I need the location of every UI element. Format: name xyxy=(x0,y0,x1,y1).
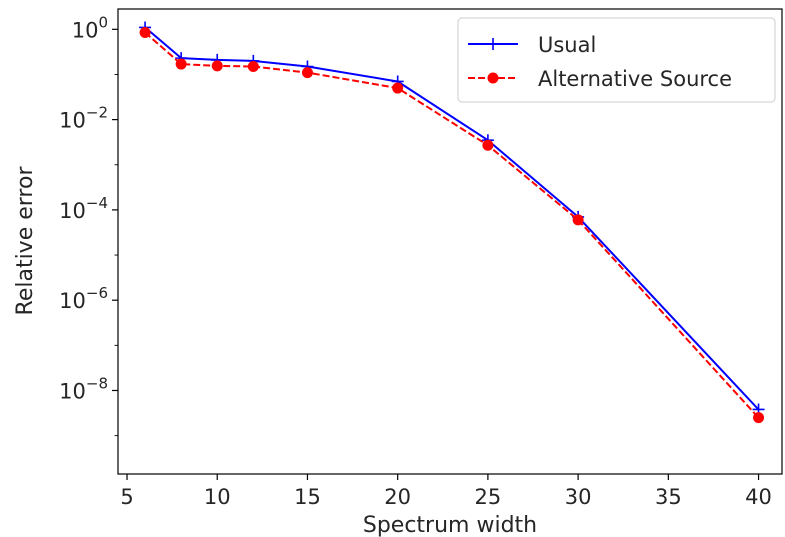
data-point-circle xyxy=(392,82,404,94)
data-point-circle xyxy=(572,214,584,226)
legend-usual-marker xyxy=(487,38,499,50)
x-axis-label: Spectrum width xyxy=(363,513,537,537)
data-series xyxy=(139,21,765,424)
y-tick-label: 10−6 xyxy=(59,284,108,313)
x-tick-label: 15 xyxy=(294,485,321,509)
legend-alt-marker xyxy=(487,72,499,84)
data-point-circle xyxy=(301,67,313,79)
x-tick-label: 30 xyxy=(565,485,592,509)
y-tick-label: 10−4 xyxy=(59,194,108,223)
x-tick-label: 25 xyxy=(475,485,502,509)
y-tick-label: 10−8 xyxy=(59,374,108,403)
data-point-circle xyxy=(753,412,765,424)
x-tick-label: 20 xyxy=(384,485,411,509)
data-point-circle xyxy=(482,139,494,151)
data-point-circle xyxy=(211,60,223,72)
y-tick-label: 100 xyxy=(72,13,108,42)
y-tick-label: 10−2 xyxy=(59,104,108,133)
plot-frame xyxy=(117,8,783,475)
legend-usual-label: Usual xyxy=(538,33,596,57)
y-axis-label: Relative error xyxy=(13,166,38,316)
legend-box xyxy=(457,17,776,103)
data-point-circle xyxy=(175,58,187,70)
data-point-circle xyxy=(139,27,151,39)
axis-ticks: 5 10 15 20 25 30 35 40 100 10−2 10−4 10−6 10−8 xyxy=(59,13,772,509)
data-point-circle xyxy=(247,61,259,73)
legend-alt-label: Alternative Source xyxy=(538,67,732,91)
legend: Usual Alternative Source xyxy=(457,17,776,103)
x-tick-label: 40 xyxy=(745,485,772,509)
x-tick-label: 10 xyxy=(204,485,231,509)
x-tick-label: 5 xyxy=(120,485,133,509)
x-tick-label: 35 xyxy=(655,485,682,509)
